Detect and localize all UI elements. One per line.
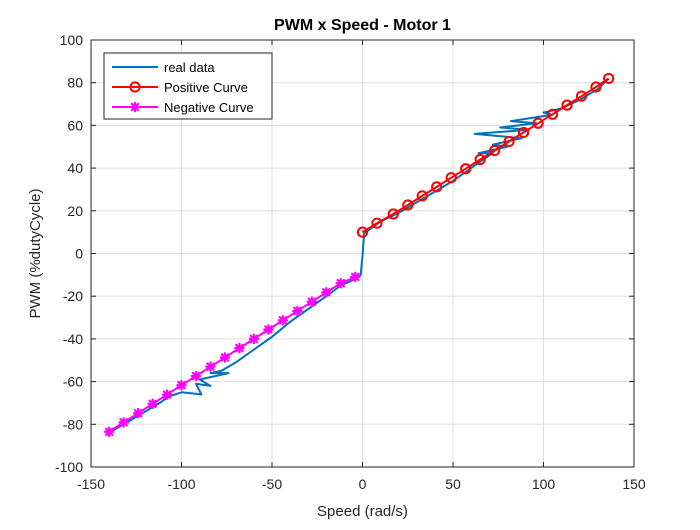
- y-tick-label: 0: [75, 246, 83, 262]
- y-tick-label: 100: [60, 32, 84, 48]
- x-tick-label: -100: [167, 476, 195, 492]
- chart-title: PWM x Speed - Motor 1: [274, 17, 451, 34]
- data-point: [416, 190, 428, 202]
- legend-entry: real data: [112, 60, 215, 75]
- data-point: [575, 90, 588, 102]
- data-point: [147, 398, 158, 410]
- series-line: [361, 77, 610, 233]
- data-point: [371, 217, 383, 229]
- data-point: [517, 126, 530, 139]
- data-point: [356, 226, 369, 238]
- series-negative-curve: [103, 271, 361, 438]
- legend-label: Positive Curve: [164, 80, 248, 95]
- x-tick-label: 0: [359, 476, 367, 492]
- data-point: [431, 181, 443, 193]
- data-point: [349, 271, 361, 283]
- data-point: [176, 379, 187, 391]
- data-point: [474, 153, 486, 166]
- data-point: [335, 277, 347, 289]
- data-point: [205, 361, 216, 372]
- data-point: [489, 144, 501, 157]
- y-tick-label: 60: [67, 117, 83, 133]
- y-tick-label: 20: [67, 203, 83, 219]
- y-tick-label: -100: [55, 459, 83, 475]
- y-tick-label: 40: [67, 160, 83, 176]
- data-point: [546, 108, 559, 120]
- data-point: [603, 72, 615, 85]
- x-axis-title: Speed (rad/s): [317, 503, 408, 520]
- legend-label: Negative Curve: [164, 100, 254, 115]
- legend-label: real data: [164, 60, 215, 75]
- data-point: [460, 163, 472, 175]
- data-point: [161, 389, 173, 400]
- x-tick-label: -150: [77, 476, 105, 492]
- series-line: [108, 77, 610, 434]
- data-point: [532, 117, 544, 129]
- legend: real data Positive Curve Negative Curve: [103, 52, 273, 120]
- data-point: [292, 305, 303, 317]
- y-tick-label: -20: [63, 288, 83, 304]
- y-tick-label: -40: [63, 331, 83, 347]
- data-point: [132, 407, 144, 419]
- data-point: [590, 81, 602, 93]
- data-point: [248, 333, 260, 345]
- legend-entry: Positive Curve: [112, 80, 248, 95]
- legend-marker: [129, 101, 141, 113]
- data-point: [503, 135, 515, 148]
- x-tick-label: 150: [622, 476, 646, 492]
- legend-entry: Negative Curve: [112, 100, 254, 115]
- data-point: [219, 352, 231, 363]
- legend-marker: [129, 81, 141, 93]
- axis-ticks: -150 -100 -50 0 50 100 150-100-80-60-40-200204…: [55, 32, 646, 492]
- series-positive-curve: [356, 72, 615, 238]
- data-point: [234, 342, 245, 354]
- x-tick-label: -50: [262, 476, 282, 492]
- data-point: [103, 426, 115, 438]
- y-axis-title: PWM (%dutyCycle): [27, 188, 44, 318]
- data-point: [190, 370, 202, 382]
- series-line: [108, 276, 356, 433]
- x-tick-label: 50: [445, 476, 461, 492]
- data-point: [321, 287, 332, 298]
- data-point: [118, 417, 129, 428]
- y-tick-label: -80: [63, 416, 83, 432]
- data-point: [445, 172, 457, 184]
- data-point: [277, 315, 289, 326]
- y-tick-label: -60: [63, 374, 83, 390]
- data-point: [402, 199, 414, 211]
- x-tick-label: 100: [532, 476, 556, 492]
- plot-series: [103, 72, 615, 438]
- y-tick-label: 80: [67, 75, 83, 91]
- data-point: [263, 324, 274, 335]
- data-point: [387, 208, 399, 220]
- data-point: [561, 99, 573, 111]
- series-real-data: [108, 77, 610, 434]
- data-point: [306, 296, 318, 308]
